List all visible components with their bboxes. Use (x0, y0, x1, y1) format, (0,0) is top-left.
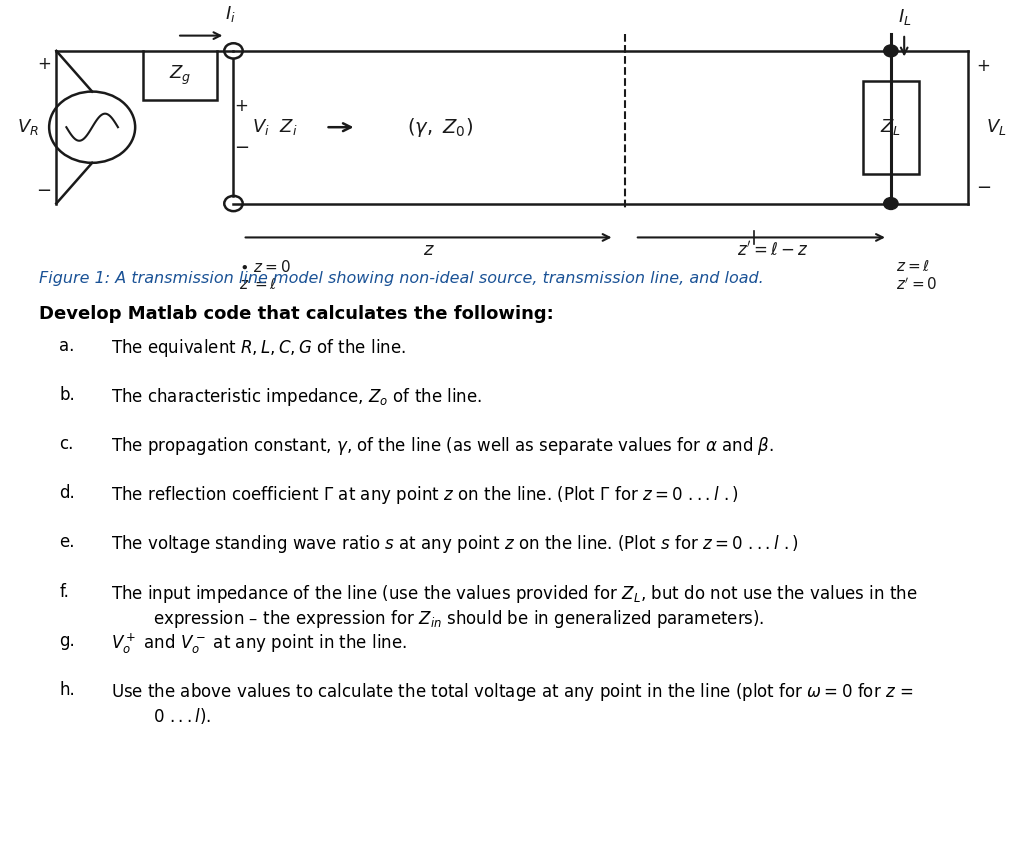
Text: $I_L$: $I_L$ (898, 7, 911, 27)
Text: $(\gamma,\ Z_0)$: $(\gamma,\ Z_0)$ (408, 115, 473, 139)
Text: h.: h. (59, 681, 75, 699)
Text: +: + (37, 54, 51, 73)
Text: +: + (234, 97, 249, 115)
Text: e.: e. (59, 533, 75, 551)
Text: $\bullet\ z = 0$: $\bullet\ z = 0$ (239, 259, 291, 275)
Text: Develop Matlab code that calculates the following:: Develop Matlab code that calculates the … (39, 305, 554, 323)
Text: The input impedance of the line (use the values provided for $Z_L$, but do not u: The input impedance of the line (use the… (111, 583, 918, 630)
Circle shape (884, 198, 898, 209)
Text: −: − (36, 181, 51, 200)
Circle shape (224, 196, 243, 211)
Circle shape (884, 45, 898, 57)
Text: f.: f. (59, 583, 70, 600)
Text: The propagation constant, $\gamma$, of the line (as well as separate values for : The propagation constant, $\gamma$, of t… (111, 435, 773, 457)
Text: a.: a. (59, 337, 75, 354)
Text: c.: c. (59, 435, 74, 453)
Text: b.: b. (59, 386, 75, 404)
Text: Figure 1: A transmission line model showing non-ideal source, transmission line,: Figure 1: A transmission line model show… (39, 271, 764, 287)
Text: −: − (234, 139, 249, 158)
Text: The characteristic impedance, $Z_o$ of the line.: The characteristic impedance, $Z_o$ of t… (111, 386, 481, 408)
Circle shape (224, 43, 243, 59)
Text: g.: g. (59, 632, 75, 650)
Text: $z' = 0$: $z' = 0$ (896, 276, 938, 293)
Text: −: − (976, 179, 991, 198)
Text: $z' = \ell$: $z' = \ell$ (239, 276, 276, 293)
Text: The reflection coefficient $\Gamma$ at any point $z$ on the line. (Plot $\Gamma$: The reflection coefficient $\Gamma$ at a… (111, 484, 738, 506)
Text: $z = \ell$: $z = \ell$ (896, 259, 930, 274)
Text: +: + (976, 57, 990, 75)
Text: d.: d. (59, 484, 75, 502)
Text: $z' = \ell - z$: $z' = \ell - z$ (737, 241, 809, 259)
Text: $z$: $z$ (423, 241, 435, 259)
Text: Use the above values to calculate the total voltage at any point in the line (pl: Use the above values to calculate the to… (111, 681, 912, 726)
Text: $I_i$: $I_i$ (225, 3, 236, 24)
Text: $Z_L$: $Z_L$ (881, 117, 901, 137)
Bar (862, 81, 920, 174)
Text: $V_L$: $V_L$ (986, 117, 1007, 137)
Bar (143, 51, 217, 100)
Text: The voltage standing wave ratio $s$ at any point $z$ on the line. (Plot $s$ for : The voltage standing wave ratio $s$ at a… (111, 533, 799, 555)
Text: $Z_g$: $Z_g$ (169, 64, 191, 87)
Text: $V_i$  $Z_i$: $V_i$ $Z_i$ (252, 117, 297, 137)
Text: $V_R$: $V_R$ (17, 117, 39, 137)
Text: $V_o^+$ and $V_o^-$ at any point in the line.: $V_o^+$ and $V_o^-$ at any point in the … (111, 632, 407, 656)
Text: The equivalent $R, L, C, G$ of the line.: The equivalent $R, L, C, G$ of the line. (111, 337, 406, 359)
